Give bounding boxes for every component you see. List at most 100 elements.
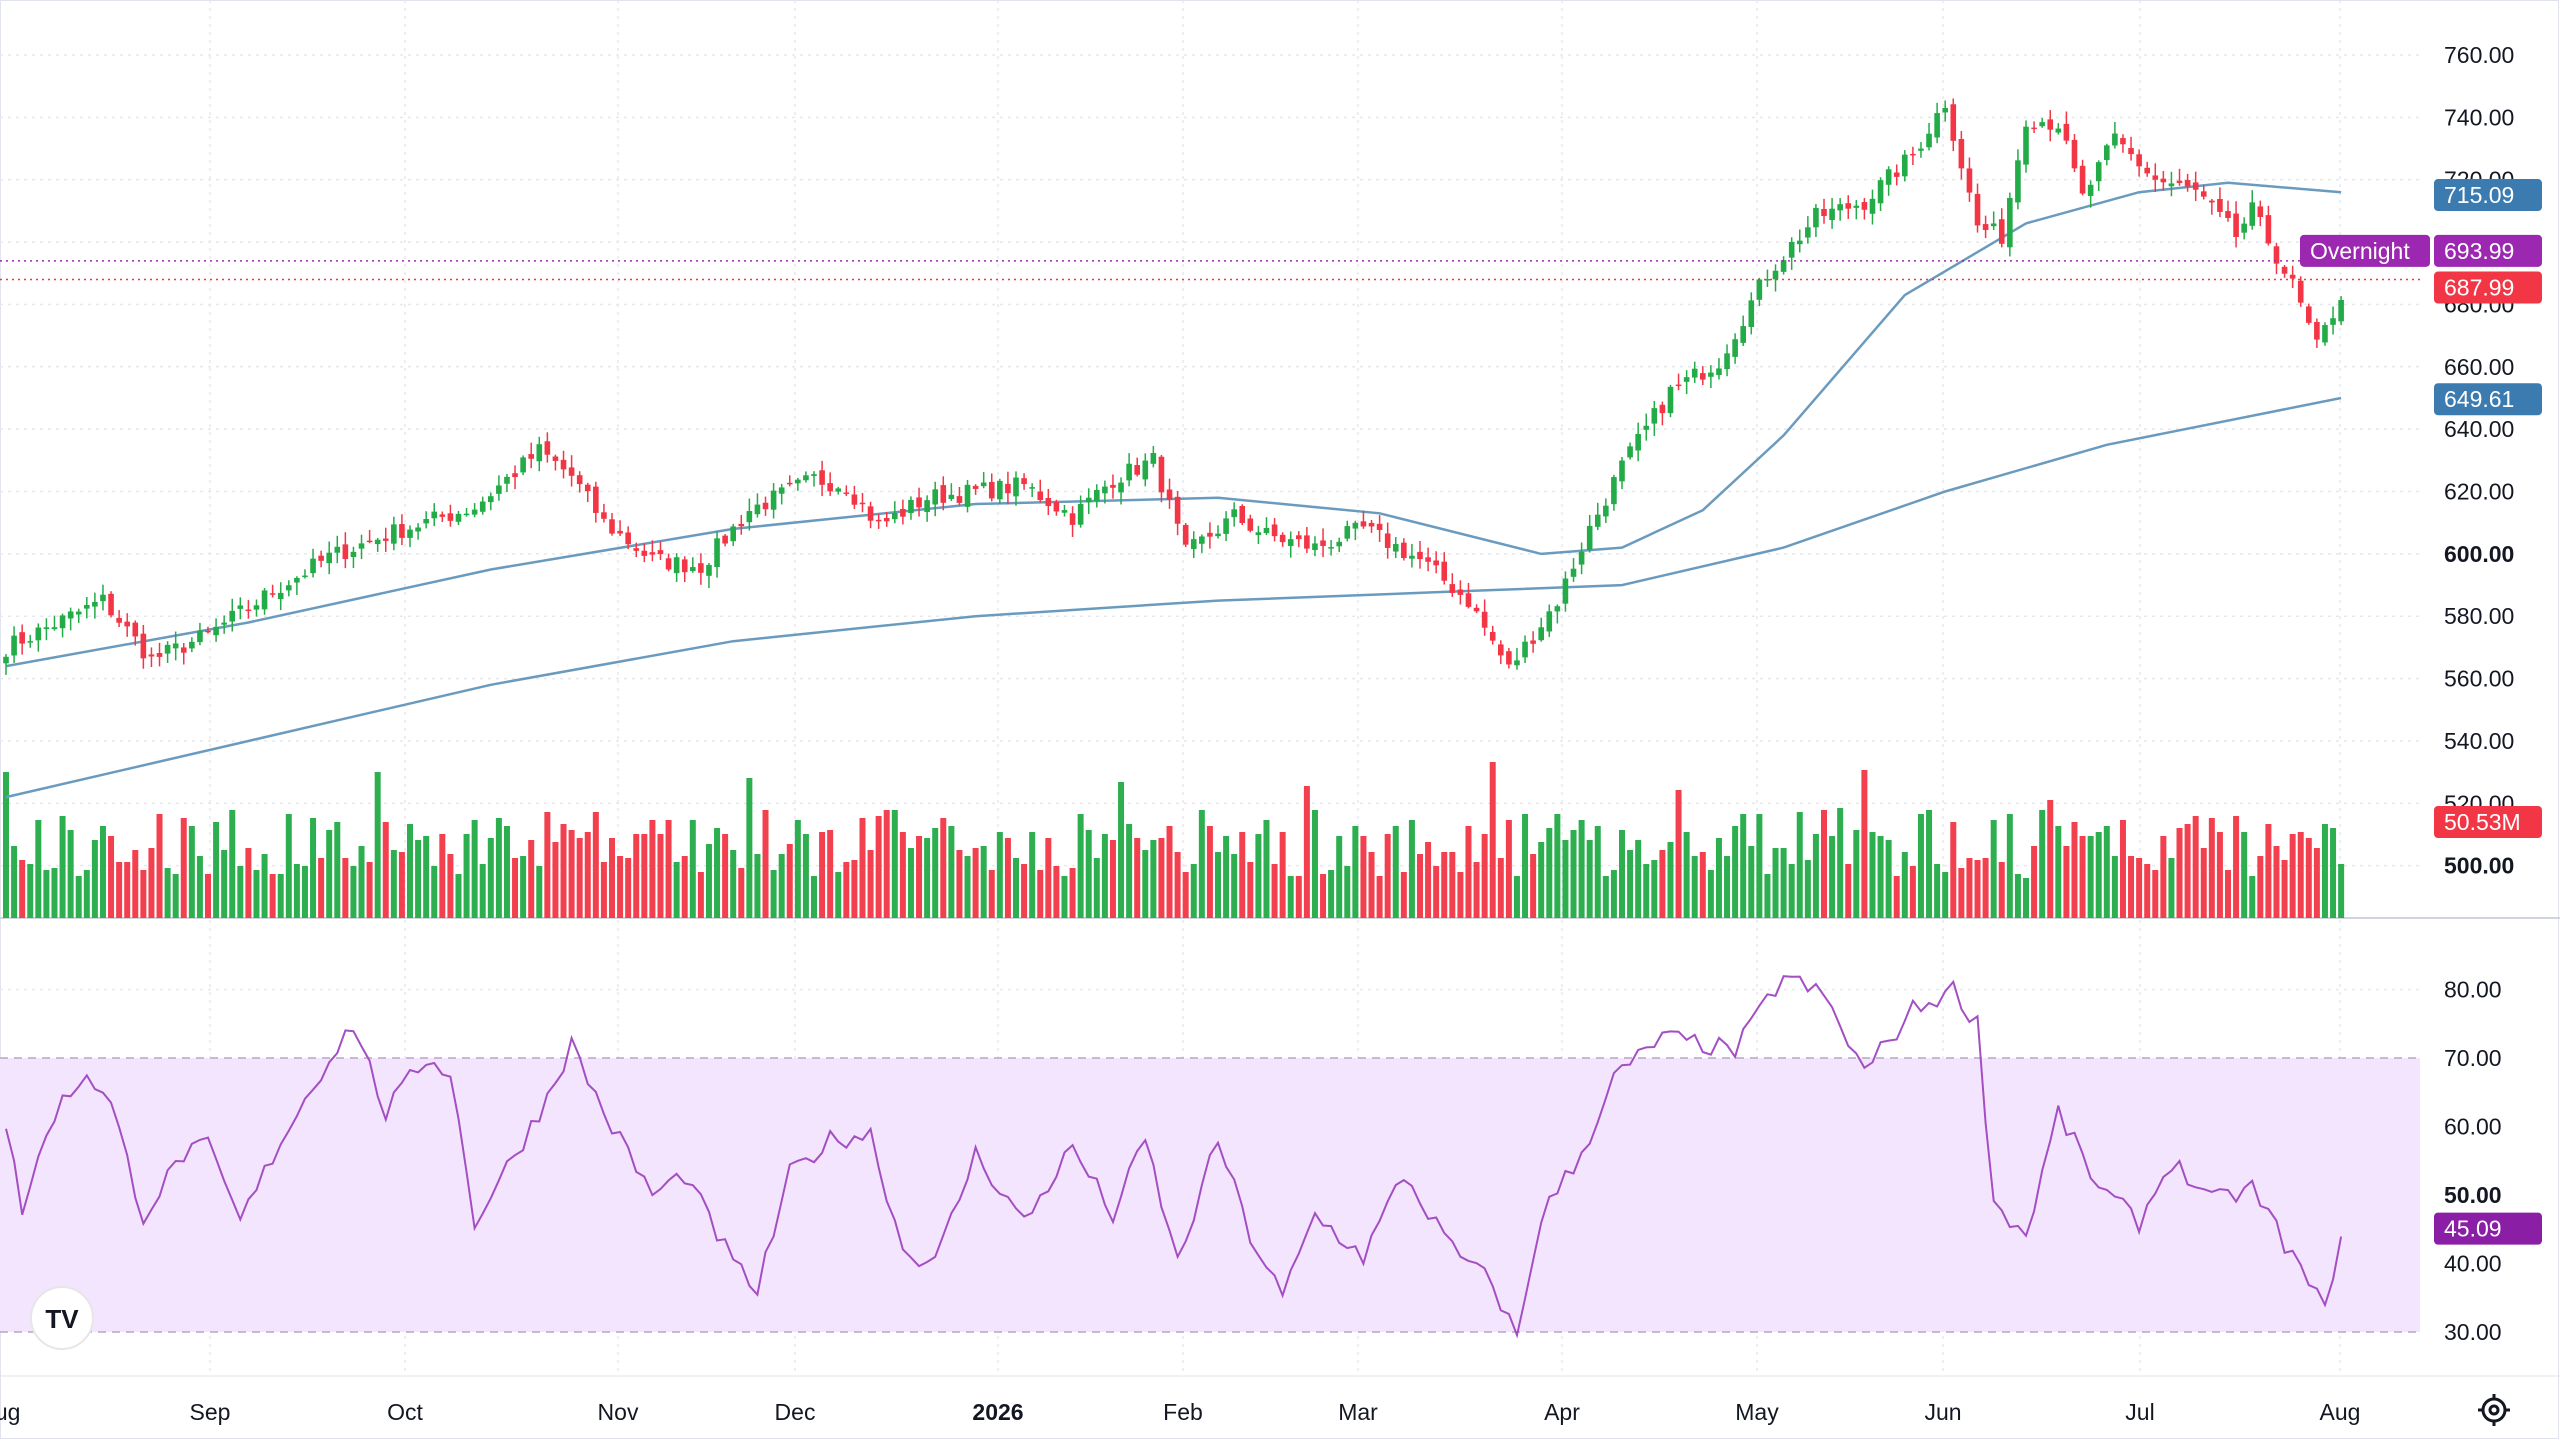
volume-bar [1683, 832, 1690, 918]
candle [84, 596, 90, 619]
candle [286, 580, 292, 597]
candle [714, 531, 720, 578]
candle [1829, 197, 1835, 229]
volume-bar [2225, 870, 2231, 918]
volume-bar [1562, 840, 1569, 918]
volume-bar [964, 856, 971, 918]
volume-bar [1707, 870, 1714, 918]
candle [1885, 166, 1892, 196]
volume-bar [1303, 786, 1310, 918]
volume-bar [180, 818, 187, 918]
candle [576, 471, 583, 493]
tradingview-logo[interactable]: TV [30, 1286, 94, 1350]
candle [649, 540, 656, 562]
candle [900, 499, 906, 525]
candle [382, 527, 389, 552]
candle [1683, 370, 1690, 395]
volume-bar [1190, 864, 1197, 918]
candle [1506, 647, 1512, 669]
candle [463, 507, 470, 517]
volume-bar [705, 844, 712, 918]
volume-bar [883, 810, 890, 918]
settings-gear-icon[interactable] [2478, 1394, 2510, 1426]
volume-bar [310, 818, 317, 918]
volume-bar [1522, 814, 1529, 918]
volume-bar [1473, 862, 1480, 918]
time-tick-label: Apr [1544, 1399, 1580, 1425]
candle [431, 503, 438, 527]
candle [843, 485, 850, 497]
moving-average-line [5, 181, 2342, 668]
time-axis[interactable]: Aug Sep Oct Nov Dec 2026 Feb Mar Apr May Jun Jul Aug [0, 1399, 2360, 1425]
volume-bar [1748, 846, 1755, 918]
volume-bar [285, 814, 292, 918]
candle [2209, 198, 2215, 215]
rsi-tick-label: 40.00 [2444, 1251, 2502, 1277]
candle [197, 622, 203, 646]
candle [1942, 100, 1948, 122]
candle [1045, 488, 1052, 516]
volume-bar [1408, 820, 1415, 918]
candle [827, 472, 833, 496]
candle [2233, 201, 2239, 248]
candle [1780, 256, 1787, 275]
candle [908, 496, 914, 520]
volume-bar [1651, 860, 1658, 918]
volume-bar [1796, 812, 1803, 918]
volume-bar [358, 846, 365, 918]
candle [1279, 532, 1286, 547]
volume-bar [2233, 816, 2240, 918]
time-tick-label: Jun [1924, 1399, 1961, 1425]
candle [1304, 527, 1310, 554]
volume-bar [1206, 826, 1213, 918]
rsi-line-path [5, 975, 2343, 1339]
candle [560, 450, 567, 479]
candle [601, 503, 607, 523]
candle [1603, 498, 1609, 523]
volume-bar [1853, 830, 1860, 918]
volume-bar [2119, 820, 2126, 918]
candle [2225, 200, 2231, 222]
volume-bar [1449, 852, 1456, 918]
volume-bar [956, 850, 963, 918]
volume-bar [1578, 820, 1585, 918]
time-tick-label: Feb [1163, 1399, 1203, 1425]
candle [1998, 208, 2005, 248]
volume-bar [891, 810, 898, 918]
candle [584, 482, 591, 503]
price-tick-label: 760.00 [2444, 42, 2514, 68]
last-price-tag: 687.99 [2434, 271, 2542, 304]
candle [1005, 471, 1011, 505]
volume-bar [1425, 842, 1432, 918]
candle [1287, 531, 1294, 558]
candle [1312, 536, 1318, 557]
volume-bar [940, 818, 947, 918]
candle [1077, 495, 1084, 528]
volume-bar [1724, 856, 1731, 918]
volume-bar [1481, 834, 1488, 918]
volume-bar [1021, 864, 1028, 918]
candle [2120, 134, 2126, 153]
volume-bar [1101, 834, 1108, 918]
volume-bar [819, 832, 826, 918]
volume-bar [1085, 830, 1092, 918]
candle [593, 481, 599, 523]
moving-averages [5, 181, 2342, 799]
candle [1182, 523, 1189, 548]
volume-bar [1118, 782, 1125, 918]
candle [67, 607, 74, 631]
volume-bar [503, 826, 510, 918]
svg-text:687.99: 687.99 [2444, 275, 2514, 301]
volume-bar [2289, 834, 2296, 918]
value-tags: 715.09 693.99 Overnight 687.99 649.61 50.53M 4… [2300, 179, 2542, 1245]
candle [1966, 157, 1973, 202]
candle [1772, 264, 1779, 292]
volume-bar [487, 838, 494, 918]
volume-bar [948, 826, 955, 918]
candle [1982, 215, 1989, 239]
price-tick-label: 740.00 [2444, 104, 2514, 130]
candle [1974, 183, 1981, 233]
volume-bar [245, 848, 252, 918]
